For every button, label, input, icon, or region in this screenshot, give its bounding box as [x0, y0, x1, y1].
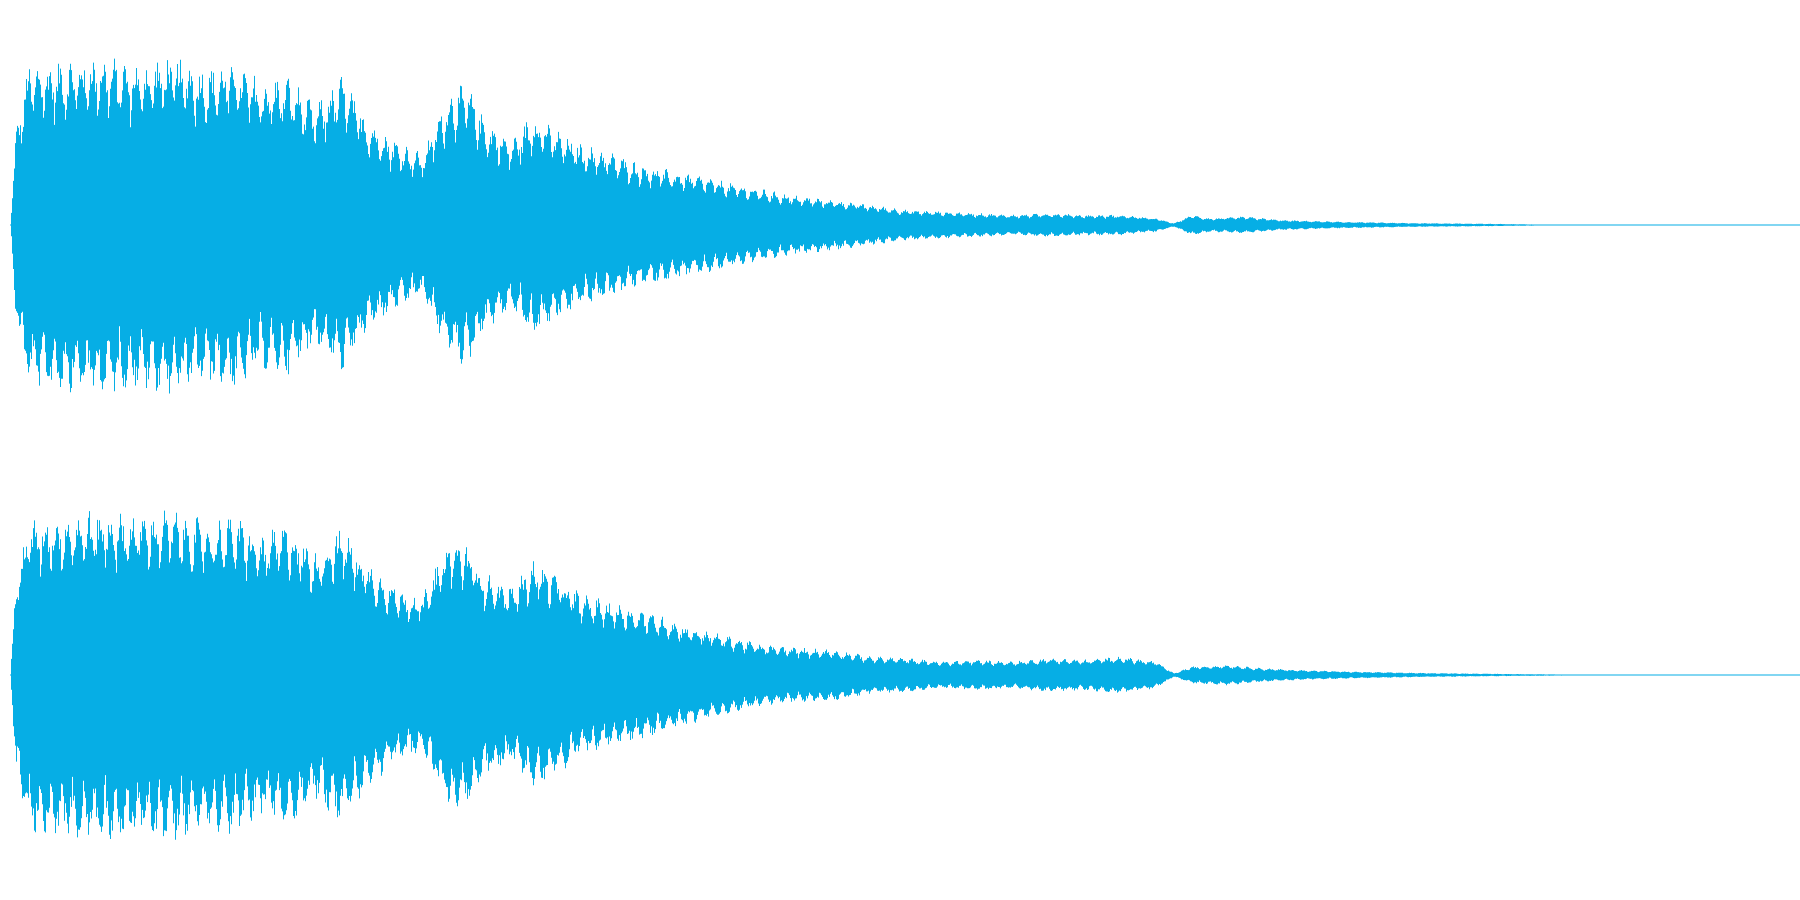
channel-1-waveform [10, 58, 1800, 394]
channel-signal [11, 58, 1548, 394]
channel-2-waveform [10, 510, 1800, 840]
channel-signal [11, 510, 1600, 840]
